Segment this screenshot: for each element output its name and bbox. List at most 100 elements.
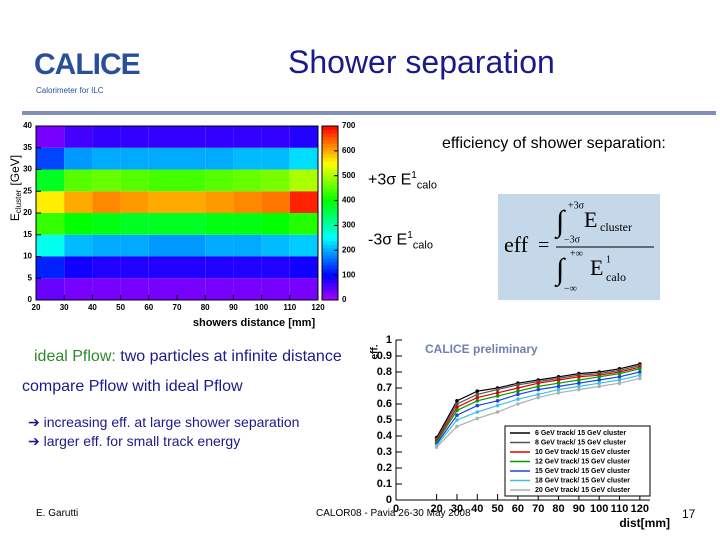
series-point [516,389,520,393]
y-tick-label: 35 [23,143,32,152]
colorbar-step [322,254,338,259]
series-point [495,399,500,403]
y-tick-label: 20 [23,208,32,217]
heat-cell [205,234,234,257]
heat-cell [92,126,121,148]
heat-cell [148,234,177,257]
y-tick-label: 0.3 [377,446,392,458]
series-point [556,381,561,385]
heat-cell [289,191,318,213]
heat-cell [36,147,65,170]
colorbar-step [322,181,338,186]
legend-label: 10 GeV track/ 15 GeV cluster [535,449,630,456]
heat-cell [205,213,234,235]
title: Shower separation [288,44,555,80]
text: larger eff. for small track energy [43,433,241,449]
text: ∫ [554,205,566,240]
x-tick-label: 0 [393,503,399,515]
y-tick-label: 0 [386,494,392,506]
colorbar-step [322,174,338,179]
series-point [455,413,459,417]
series-point [617,378,622,382]
text: +3σ [568,200,585,211]
heat-cell [177,256,206,279]
x-tick-label: 40 [471,503,483,515]
heat-cell [177,147,206,170]
series-point [475,395,480,400]
heat-cell [92,191,121,213]
text: calo [606,270,626,284]
lower-band: -3σ E1calo [368,230,433,252]
heat-cell [92,169,121,192]
colorbar-step [322,216,338,221]
heat-cell [261,278,290,300]
y-tick-label: 25 [23,186,32,195]
heat-cell [177,234,206,257]
x-tick-label: 50 [116,303,125,312]
colorbar-tick-label: 100 [342,270,356,279]
series-point [556,384,561,389]
series-point [475,392,480,397]
heat-cell [233,278,262,300]
colorbar-step [322,202,338,207]
colorbar-tick-label: 0 [342,295,347,304]
colorbar-step [322,223,338,228]
colorbar-step [322,286,338,291]
annotation: CALICE preliminary [425,342,538,356]
series-point [495,394,500,398]
y-axis-label: Ecluster [GeV] [8,155,23,221]
heat-cell [261,147,290,170]
colorbar-step [322,268,338,273]
series-point [516,386,520,390]
x-tick-label: 60 [144,303,153,312]
heat-cell [64,169,93,192]
x-tick-label: 20 [431,503,443,515]
bullet: ➔ increasing eff. at large shower separa… [28,414,299,431]
heat-cell [233,126,262,148]
series-point [556,391,561,395]
colorbar-step [322,296,338,301]
efficiency-label: efficiency of shower separation: [442,135,666,152]
heat-cell [36,256,65,279]
heat-cell [233,213,262,235]
upper-band: +3σ E1calo [368,170,437,192]
series-point [577,381,581,385]
x-tick-label: 30 [451,503,463,515]
colorbar-step [322,237,338,242]
colorbar-step [322,171,338,176]
heat-cell [177,278,206,300]
text: +3σ E [368,171,412,189]
series-point [638,373,642,377]
colorbar-step [322,150,338,155]
heat-cell [64,256,93,279]
series-point [597,375,601,379]
heat-cell [289,169,318,192]
colorbar-step [322,289,338,294]
y-tick-label: 0 [28,295,33,304]
y-tick-label: 0.1 [377,478,392,490]
heat-cell [289,256,318,279]
heat-cell [289,234,318,257]
series-point [516,397,520,401]
heat-cell [92,256,121,279]
colorbar-step [322,213,338,217]
arrow-icon: ➔ [28,433,40,449]
heatmap: 20 30 40 50 60 70 80 90 100 110 120 0 5 10 15 20 25 30 35 4… [8,121,356,329]
text: E [8,213,22,221]
efficiency-chart: 00.10.20.30.40.50.60.70.80.910 20 30 40 50 60… [370,334,670,530]
series-point [475,410,480,414]
colorbar-step [322,209,338,214]
heat-cell [36,278,65,300]
arrow-icon: ➔ [28,414,40,430]
heat-cell [177,169,206,192]
heat-cell [289,213,318,235]
logo-name: CALICE [34,48,141,81]
colorbar-step [322,219,338,224]
heat-cell [92,278,121,300]
colorbar-step [322,160,338,165]
y-tick-label: 30 [23,165,32,174]
colorbar-tick-label: 200 [342,245,356,254]
heat-cell [205,256,234,279]
text: +∞ [570,248,583,259]
heat-cell [92,213,121,235]
